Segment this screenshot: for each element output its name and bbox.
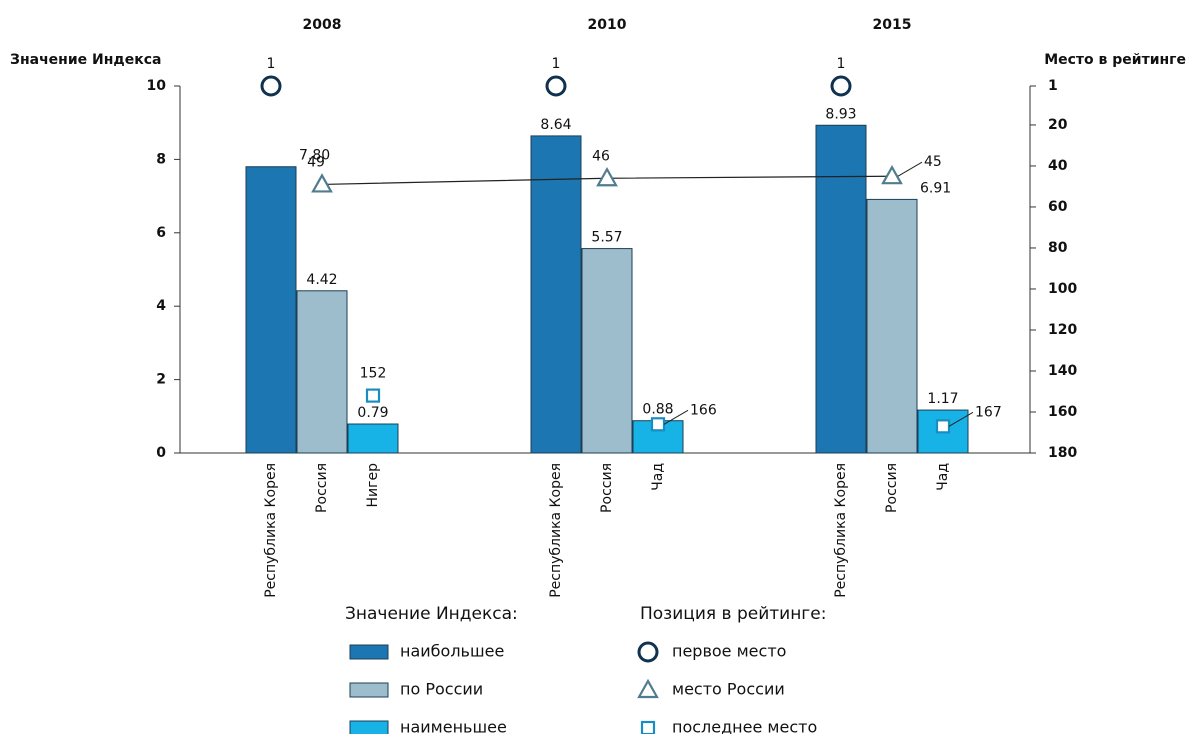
rank-marker (596, 167, 618, 187)
y2-tick-label: 140 (1048, 363, 1077, 379)
y-tick-label: 6 (156, 225, 166, 241)
legend-label: первое место (672, 642, 786, 661)
y2-tick-label: 180 (1048, 445, 1077, 461)
group-title: 2010 (588, 17, 627, 33)
rank-marker (545, 75, 567, 97)
legend-label: наибольшее (400, 642, 504, 661)
value-label: 8.64 (540, 117, 571, 133)
bar (581, 248, 633, 454)
y2-tick-label: 80 (1048, 240, 1068, 256)
y2-axis-label: Место в рейтинге (1044, 52, 1186, 68)
value-label: 8.93 (825, 106, 856, 122)
rank-label: 167 (975, 404, 1002, 420)
x-tick-label: Россия (599, 463, 615, 513)
rank-marker (830, 75, 852, 97)
y-axis-label: Значение Индекса (10, 52, 161, 68)
bar (530, 135, 582, 454)
x-tick-label: Республика Корея (263, 463, 279, 598)
legend-label: наименьшее (400, 718, 507, 734)
rank-label: 152 (360, 366, 387, 382)
value-label: 7.80 (299, 148, 330, 164)
rank-label: 45 (924, 154, 942, 170)
bar (815, 124, 867, 454)
bar (296, 290, 348, 454)
value-label: 1.17 (927, 391, 958, 407)
rank-marker (365, 388, 381, 403)
group-title: 2008 (303, 17, 342, 33)
bar (347, 423, 399, 454)
value-label: 0.88 (642, 402, 673, 418)
leader-line (948, 411, 974, 427)
y2-tick-label: 100 (1048, 281, 1077, 297)
legend-marker (640, 720, 656, 734)
bar (866, 198, 918, 454)
legend-marker (637, 678, 659, 699)
y-tick-label: 8 (156, 151, 166, 167)
y2-tick-label: 1 (1048, 78, 1058, 94)
x-tick-label: Чад (650, 463, 666, 491)
x-tick-label: Республика Корея (833, 463, 849, 598)
rank-label: 46 (592, 148, 610, 164)
x-tick-label: Республика Корея (548, 463, 564, 598)
legend-title: Значение Индекса: (345, 604, 518, 624)
rank-marker (311, 173, 333, 193)
y2-tick-label: 160 (1048, 404, 1077, 420)
leader-line (663, 409, 689, 425)
rank-label: 49 (307, 154, 325, 170)
group-title: 2015 (873, 17, 912, 33)
rank-label: 1 (267, 56, 276, 72)
legend-label: место России (672, 680, 785, 699)
rank-label: 1 (837, 56, 846, 72)
legend-title: Позиция в рейтинге: (640, 604, 826, 624)
y2-tick-label: 60 (1048, 199, 1068, 215)
rank-marker (650, 417, 666, 432)
y2-tick-label: 20 (1048, 117, 1068, 133)
value-label: 5.57 (591, 230, 622, 246)
legend-marker (637, 641, 659, 663)
leader-line (897, 161, 923, 177)
y-tick-label: 2 (156, 372, 166, 388)
legend-label: по России (400, 680, 483, 699)
value-label: 4.42 (306, 272, 337, 288)
legend-swatch (349, 682, 389, 698)
x-tick-label: Нигер (365, 463, 381, 508)
legend-label: последнее место (672, 718, 817, 734)
y2-tick-label: 120 (1048, 322, 1077, 338)
y-tick-label: 10 (147, 78, 167, 94)
rank-label: 1 (552, 56, 561, 72)
x-tick-label: Чад (935, 463, 951, 491)
legend-swatch (349, 644, 389, 660)
y-tick-label: 4 (156, 298, 166, 314)
x-tick-label: Россия (314, 463, 330, 513)
value-label: 6.91 (920, 180, 951, 196)
rank-marker (260, 75, 282, 97)
legend-swatch (349, 720, 389, 734)
bar (245, 166, 297, 454)
rank-marker (935, 419, 951, 434)
rank-label: 166 (690, 402, 717, 418)
y2-tick-label: 40 (1048, 158, 1068, 174)
x-tick-label: Россия (884, 463, 900, 513)
y-tick-label: 0 (156, 445, 166, 461)
value-label: 0.79 (357, 405, 388, 421)
rank-marker (881, 164, 903, 185)
